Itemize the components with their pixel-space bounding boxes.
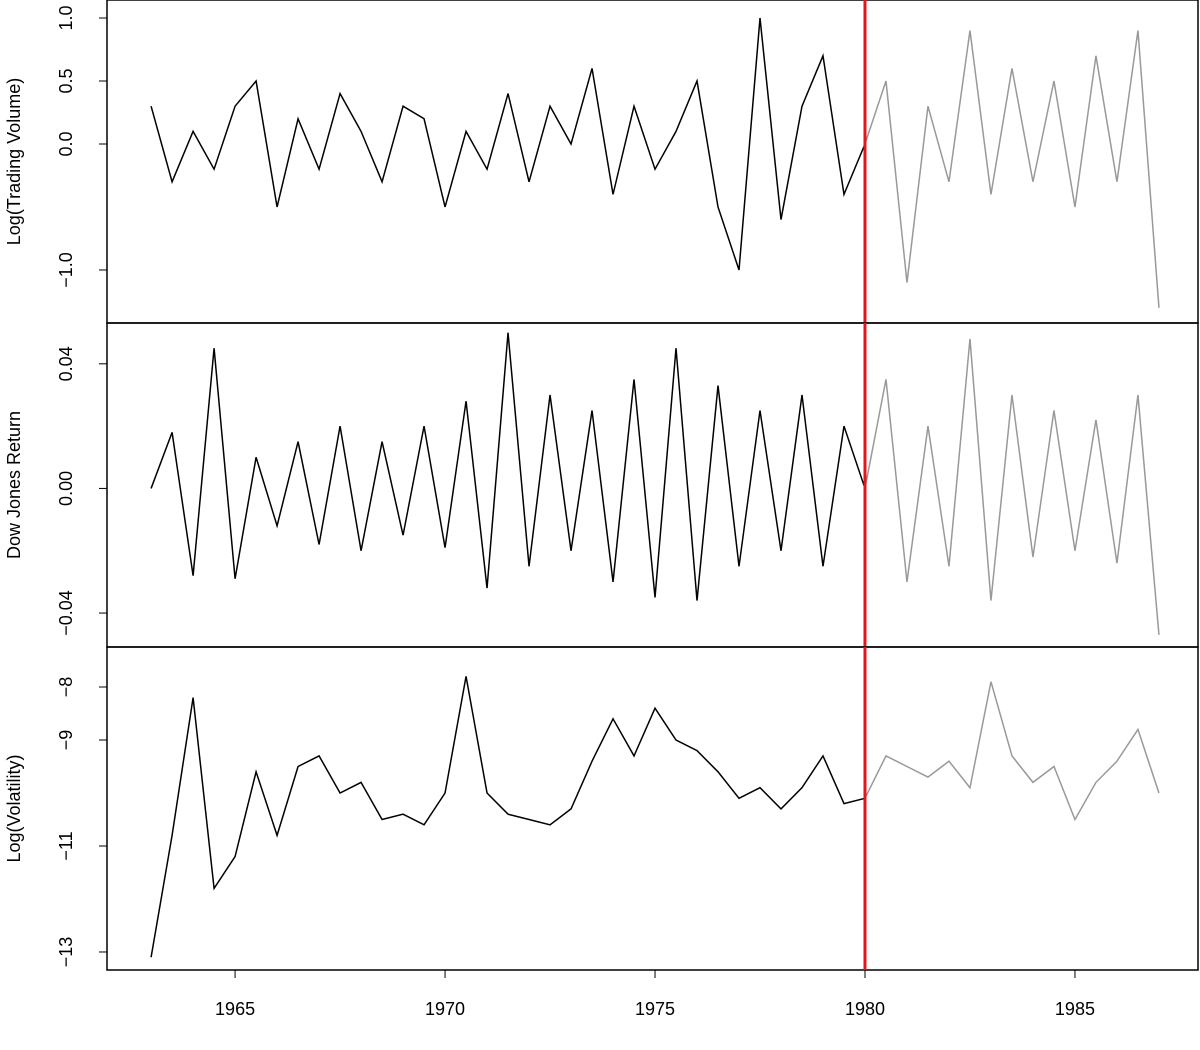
y-tick-label: 1.0	[56, 5, 76, 30]
y-axis-label: Dow Jones Return	[4, 411, 24, 559]
y-tick-label: −0.04	[56, 590, 76, 636]
x-tick-label: 1975	[635, 999, 675, 1019]
y-tick-label: −11	[56, 831, 76, 860]
y-tick-label: −9	[56, 730, 76, 751]
x-tick-label: 1965	[215, 999, 255, 1019]
y-tick-label: −1.0	[56, 252, 76, 288]
y-axis-label: Log(Trading Volume)	[4, 78, 24, 245]
series-line	[150, 676, 866, 958]
series-line	[864, 681, 1160, 822]
series-line	[864, 30, 1160, 308]
panel-frame	[106, 646, 1199, 971]
series-line	[150, 332, 866, 601]
x-tick-label: 1970	[425, 999, 465, 1019]
y-tick-label: −13	[56, 937, 76, 968]
y-tick-label: −8	[56, 677, 76, 698]
series-line	[864, 338, 1160, 635]
y-axis-label: Log(Volatility)	[4, 754, 24, 862]
x-tick-label: 1980	[845, 999, 885, 1019]
series-line	[150, 17, 866, 271]
y-tick-label: 0.0	[56, 131, 76, 156]
y-tick-label: 0.00	[56, 471, 76, 506]
y-tick-label: 0.5	[56, 68, 76, 93]
panel-frame	[106, 322, 1199, 648]
y-tick-label: 0.04	[56, 346, 76, 381]
x-tick-label: 1985	[1055, 999, 1095, 1019]
